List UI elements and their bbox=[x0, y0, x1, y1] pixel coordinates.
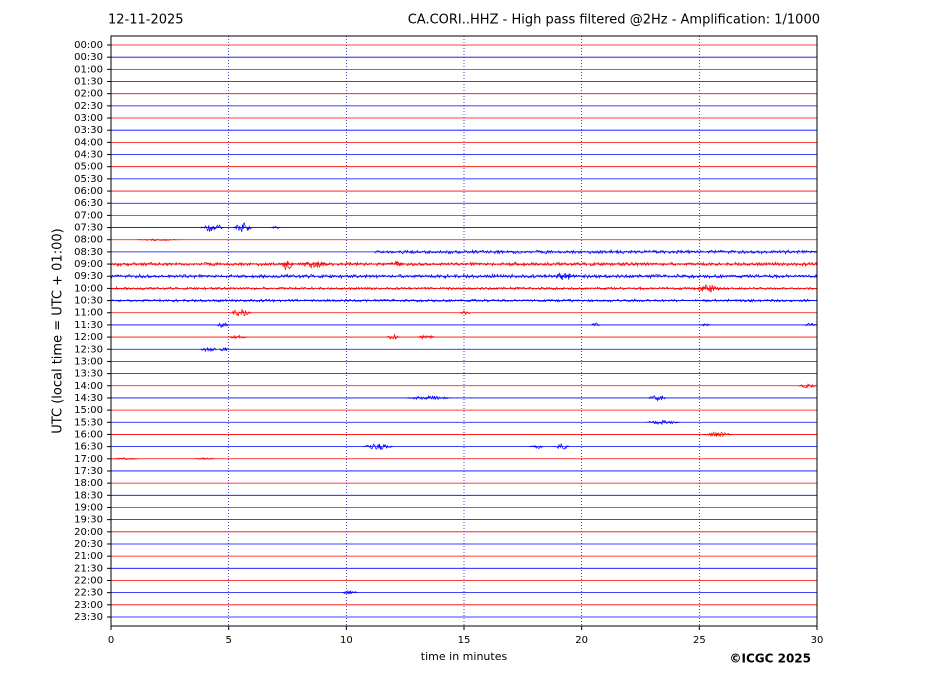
seismic-event bbox=[553, 272, 577, 281]
y-tick-label: 12:00 bbox=[74, 332, 103, 343]
y-tick-label: 11:00 bbox=[74, 308, 103, 319]
y-tick-label: 05:30 bbox=[74, 174, 103, 185]
y-tick-label: 01:00 bbox=[74, 64, 103, 75]
seismic-event bbox=[590, 322, 601, 327]
y-tick-label: 07:00 bbox=[74, 210, 103, 221]
y-tick-label: 13:00 bbox=[74, 356, 103, 367]
y-tick-label: 06:00 bbox=[74, 186, 103, 197]
y-tick-label: 00:30 bbox=[74, 52, 103, 63]
y-tick-label: 17:00 bbox=[74, 454, 103, 465]
seismic-event bbox=[200, 224, 224, 233]
x-tick-label: 5 bbox=[225, 635, 231, 646]
seismic-event bbox=[374, 248, 818, 255]
x-tick-label: 0 bbox=[108, 635, 114, 646]
y-tick-label: 20:00 bbox=[74, 527, 103, 538]
y-tick-label: 18:00 bbox=[74, 478, 103, 489]
seismic-event bbox=[647, 394, 666, 402]
y-tick-label: 01:30 bbox=[74, 77, 103, 88]
seismic-event bbox=[405, 395, 453, 401]
y-tick-label: 08:30 bbox=[74, 247, 103, 258]
seismic-event bbox=[134, 238, 182, 242]
y-tick-label: 16:00 bbox=[74, 429, 103, 440]
seismic-event bbox=[362, 443, 393, 450]
y-tick-label: 11:30 bbox=[74, 320, 103, 331]
y-tick-label: 10:30 bbox=[74, 296, 103, 307]
seismic-event bbox=[111, 457, 140, 461]
y-axis-label: UTC (local time = UTC + 01:00) bbox=[51, 228, 66, 433]
seismic-event bbox=[228, 309, 252, 317]
y-tick-label: 18:30 bbox=[74, 490, 103, 501]
x-axis-label: time in minutes bbox=[421, 650, 508, 663]
y-tick-label: 19:00 bbox=[74, 502, 103, 513]
seismic-event bbox=[110, 298, 817, 303]
y-tick-label: 09:30 bbox=[74, 271, 103, 282]
x-tick-label: 30 bbox=[811, 635, 824, 646]
y-tick-label: 04:30 bbox=[74, 150, 103, 161]
seismic-event bbox=[802, 322, 818, 327]
seismic-event bbox=[193, 457, 217, 461]
seismic-event bbox=[110, 273, 817, 280]
seismic-event bbox=[219, 347, 229, 352]
seismic-event bbox=[529, 444, 544, 449]
seismic-event bbox=[233, 222, 252, 233]
seismic-event bbox=[699, 323, 711, 327]
y-tick-label: 22:00 bbox=[74, 575, 103, 586]
x-tick-label: 20 bbox=[575, 635, 588, 646]
x-tick-label: 25 bbox=[693, 635, 706, 646]
y-tick-label: 16:30 bbox=[74, 442, 103, 453]
y-tick-label: 06:30 bbox=[74, 198, 103, 209]
y-tick-label: 07:30 bbox=[74, 223, 103, 234]
y-tick-label: 19:30 bbox=[74, 515, 103, 526]
seismic-event bbox=[645, 419, 681, 426]
y-tick-label: 23:00 bbox=[74, 600, 103, 611]
y-tick-label: 02:30 bbox=[74, 101, 103, 112]
seismic-event bbox=[280, 260, 295, 271]
seismic-event bbox=[111, 260, 817, 268]
credit: ©ICGC 2025 bbox=[729, 652, 811, 666]
seismic-event bbox=[388, 260, 403, 267]
seismic-event bbox=[694, 284, 723, 293]
y-tick-label: 04:00 bbox=[74, 137, 103, 148]
seismic-event bbox=[228, 334, 248, 340]
seismic-event bbox=[299, 261, 328, 270]
y-tick-label: 12:30 bbox=[74, 344, 103, 355]
y-tick-label: 10:00 bbox=[74, 283, 103, 294]
seismic-event bbox=[270, 225, 281, 230]
seismic-event bbox=[200, 346, 217, 353]
seismic-event bbox=[459, 310, 471, 316]
seismic-event bbox=[553, 443, 570, 450]
y-tick-label: 03:30 bbox=[74, 125, 103, 136]
seismic-event bbox=[341, 589, 358, 595]
seismic-event bbox=[386, 333, 401, 340]
x-tick-label: 15 bbox=[458, 635, 471, 646]
y-tick-label: 09:00 bbox=[74, 259, 103, 270]
seismic-event bbox=[216, 322, 229, 329]
y-tick-label: 13:30 bbox=[74, 369, 103, 380]
y-tick-label: 05:00 bbox=[74, 162, 103, 173]
y-tick-label: 03:00 bbox=[74, 113, 103, 124]
y-tick-label: 14:00 bbox=[74, 381, 103, 392]
chart-title: CA.CORI..HHZ - High pass filtered @2Hz -… bbox=[408, 13, 820, 28]
seismic-event bbox=[703, 431, 733, 438]
y-tick-label: 15:00 bbox=[74, 405, 103, 416]
y-tick-label: 21:30 bbox=[74, 563, 103, 574]
seismic-event bbox=[111, 285, 817, 291]
y-tick-label: 00:00 bbox=[74, 40, 103, 51]
y-tick-label: 02:00 bbox=[74, 89, 103, 100]
y-tick-label: 23:30 bbox=[74, 612, 103, 623]
seismic-event bbox=[798, 383, 817, 389]
plot-area bbox=[110, 36, 818, 626]
y-tick-label: 08:00 bbox=[74, 235, 103, 246]
y-tick-label: 14:30 bbox=[74, 393, 103, 404]
x-tick-label: 10 bbox=[340, 635, 353, 646]
date: 12-11-2025 bbox=[108, 13, 184, 28]
y-tick-label: 15:30 bbox=[74, 417, 103, 428]
seismic-event bbox=[416, 334, 436, 340]
y-tick-label: 20:30 bbox=[74, 539, 103, 550]
y-tick-label: 17:30 bbox=[74, 466, 103, 477]
y-tick-label: 21:00 bbox=[74, 551, 103, 562]
y-tick-label: 22:30 bbox=[74, 588, 103, 599]
